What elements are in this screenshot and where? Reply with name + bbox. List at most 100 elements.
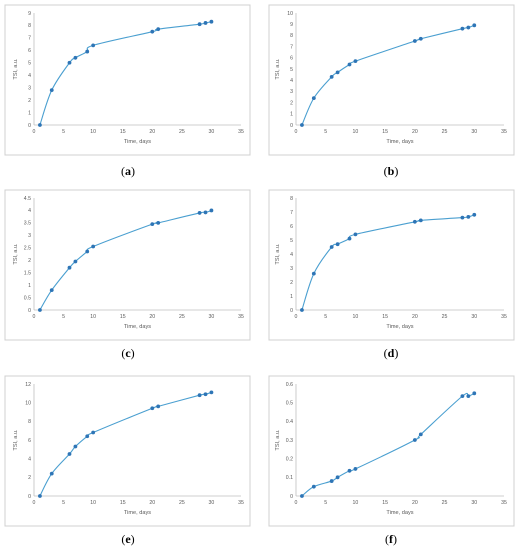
y-tick-label: 3 xyxy=(28,85,31,91)
x-tick-label: 10 xyxy=(353,500,359,506)
chart-panel-a: 0 1 2 3 4 5 6 7 8 9 0 5 10 15 20 25 30 35 Time, days TSI, a… xyxy=(4,4,251,178)
y-tick-label: 4 xyxy=(28,73,31,79)
data-point xyxy=(353,59,358,64)
data-point xyxy=(197,393,202,398)
x-axis-title: Time, days xyxy=(124,139,151,145)
data-point xyxy=(460,394,465,399)
data-point xyxy=(150,222,155,227)
y-tick-label: 8 xyxy=(290,196,293,202)
x-tick-label: 30 xyxy=(209,500,215,506)
y-tick-label: 0.6 xyxy=(286,382,293,388)
y-tick-label: 0 xyxy=(28,123,31,129)
chart-frame xyxy=(268,375,515,527)
panel-letter: e xyxy=(125,532,131,546)
data-point xyxy=(203,210,208,215)
x-tick-label: 20 xyxy=(412,129,418,135)
y-axis-title: TSI, a.u. xyxy=(13,243,19,265)
x-tick-label: 0 xyxy=(295,500,298,506)
x-tick-label: 5 xyxy=(62,129,65,135)
data-point xyxy=(85,434,90,439)
chart-frame xyxy=(268,189,515,341)
y-tick-label: 7 xyxy=(28,36,31,42)
chart-frame xyxy=(4,189,251,341)
y-tick-label: 1 xyxy=(290,112,293,118)
y-tick-label: 0.2 xyxy=(286,456,293,462)
y-tick-label: 4.5 xyxy=(24,196,31,202)
panel-caption: (a) xyxy=(121,164,135,178)
panel-caption: (f) xyxy=(385,532,397,546)
data-point xyxy=(311,484,316,489)
y-tick-label: 12 xyxy=(25,382,31,388)
x-tick-label: 20 xyxy=(149,500,155,506)
y-tick-label: 2 xyxy=(28,475,31,481)
panel-caption: (b) xyxy=(384,164,399,178)
y-tick-label: 7 xyxy=(290,44,293,50)
y-tick-label: 4 xyxy=(290,252,293,258)
data-point xyxy=(335,242,340,247)
x-tick-label: 25 xyxy=(442,129,448,135)
x-tick-label: 30 xyxy=(209,314,215,320)
data-point xyxy=(347,62,352,67)
y-tick-label: 0 xyxy=(28,494,31,500)
x-axis-title: Time, days xyxy=(124,324,151,330)
panel-caption: (c) xyxy=(121,346,134,360)
y-tick-label: 3 xyxy=(290,266,293,272)
data-point xyxy=(156,27,161,32)
y-tick-label: 2 xyxy=(28,258,31,264)
x-tick-label: 25 xyxy=(442,500,448,506)
x-axis-title: Time, days xyxy=(386,139,413,145)
y-tick-label: 1 xyxy=(28,110,31,116)
x-tick-label: 35 xyxy=(501,314,507,320)
y-tick-label: 10 xyxy=(25,400,31,406)
data-point xyxy=(460,215,465,220)
data-point xyxy=(67,265,72,270)
y-tick-label: 1 xyxy=(28,283,31,289)
data-point xyxy=(156,404,161,409)
chart-panel-e: 0 2 4 6 8 10 12 0 5 10 15 20 25 30 35 Time, days TSI, a.… xyxy=(4,375,251,546)
y-tick-label: 0 xyxy=(28,308,31,314)
x-tick-label: 35 xyxy=(501,500,507,506)
x-axis-title: Time, days xyxy=(386,510,413,516)
data-point xyxy=(472,391,477,396)
y-tick-label: 8 xyxy=(28,419,31,425)
data-point xyxy=(49,88,54,93)
data-point xyxy=(300,123,304,127)
data-point xyxy=(412,219,417,224)
y-tick-label: 0.4 xyxy=(286,419,293,425)
data-point xyxy=(67,452,72,456)
chart-panel-d: 0 1 2 3 4 5 6 7 8 0 5 10 15 20 25 30 35 Time, days TSI, a.… xyxy=(268,189,515,360)
panel-caption: (e) xyxy=(121,532,134,546)
panel-letter: c xyxy=(125,346,131,360)
data-point xyxy=(73,444,78,449)
x-tick-label: 5 xyxy=(62,314,65,320)
x-tick-label: 5 xyxy=(324,500,327,506)
x-tick-label: 15 xyxy=(382,314,388,320)
y-tick-label: 0 xyxy=(290,308,293,314)
x-tick-label: 35 xyxy=(238,129,244,135)
panel-letter: d xyxy=(388,346,395,360)
data-point xyxy=(91,244,96,249)
chart-panel-f: 0 0.1 0.2 0.3 0.4 0.5 0.6 0 5 10 15 20 25 30 35 Time, d… xyxy=(268,375,515,546)
data-point xyxy=(311,96,316,101)
y-tick-label: 1 xyxy=(290,294,293,300)
y-tick-label: 5 xyxy=(28,61,31,67)
x-tick-label: 10 xyxy=(353,129,359,135)
x-tick-label: 35 xyxy=(238,314,244,320)
y-tick-label: 6 xyxy=(28,438,31,444)
data-point xyxy=(466,25,471,30)
data-point xyxy=(353,232,358,237)
x-tick-label: 10 xyxy=(90,500,96,506)
y-axis-title: TSI, a.u. xyxy=(275,429,281,451)
data-point xyxy=(156,220,161,225)
x-tick-label: 0 xyxy=(295,314,298,320)
x-tick-label: 25 xyxy=(442,314,448,320)
data-point xyxy=(203,392,208,397)
data-point xyxy=(197,22,202,27)
x-tick-label: 0 xyxy=(33,129,36,135)
data-point xyxy=(49,471,54,476)
y-tick-label: 2 xyxy=(28,98,31,104)
chart-panel-c: 0 0.5 1 1.5 2 2.5 3 3.5 4 4.5 0 5 10 15 20 25 30 35 Time, … xyxy=(4,189,251,360)
y-tick-label: 9 xyxy=(28,11,31,17)
data-point xyxy=(412,39,417,43)
